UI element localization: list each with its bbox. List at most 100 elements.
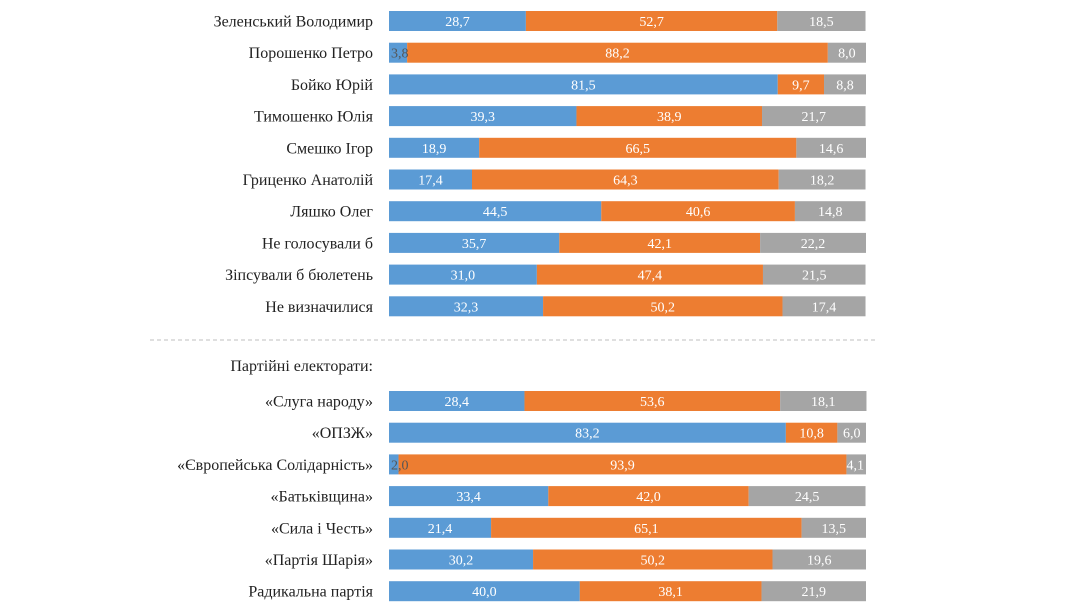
- bar-segment-series-1: [389, 232, 560, 253]
- bar-segment-series-1: [389, 42, 408, 63]
- bar-segment-series-1: [389, 581, 580, 602]
- bar-segment-series-1: [389, 74, 778, 95]
- bar-segment-series-1: [389, 106, 577, 127]
- bar-segment-series-3: [782, 296, 866, 317]
- data-label-series-3: 18,1: [811, 395, 836, 410]
- category-label: Порошенко Петро: [249, 45, 373, 62]
- bar-segment-series-3: [846, 454, 866, 475]
- bar-segment-series-1: [389, 296, 544, 317]
- bar-segment-series-1: [389, 517, 492, 538]
- data-label-series-2: 65,1: [634, 522, 659, 537]
- data-label-series-3: 22,2: [801, 237, 826, 252]
- bar-segment-series-2: [576, 106, 763, 127]
- bar-segment-series-2: [407, 42, 828, 63]
- bar-segment-series-2: [548, 486, 749, 507]
- data-label-series-3: 21,9: [802, 585, 827, 600]
- category-label: Зеленський Володимир: [214, 14, 373, 31]
- category-label: Радикальна партія: [248, 584, 373, 601]
- category-label: Тимошенко Юлія: [254, 109, 374, 126]
- category-label: «Партія Шарія»: [265, 552, 373, 569]
- data-label-series-2: 66,5: [626, 142, 651, 157]
- bar-segment-series-1: [389, 201, 602, 222]
- bar-segment-series-2: [524, 391, 781, 411]
- data-label-series-1: 21,4: [428, 522, 453, 537]
- data-label-series-2: 93,9: [610, 458, 635, 473]
- data-label-series-1: 33,4: [456, 490, 481, 505]
- data-label-series-2: 42,0: [636, 490, 661, 505]
- bar-segment-series-1: [389, 137, 480, 158]
- category-label: «Сила і Честь»: [271, 520, 373, 537]
- bar-segment-series-3: [796, 137, 866, 158]
- bar-segment-series-2: [491, 517, 802, 538]
- bar-segment-series-3: [748, 486, 866, 507]
- data-label-series-2: 88,2: [605, 47, 630, 62]
- category-label: «Європейська Солідарність»: [177, 457, 373, 474]
- data-label-series-1: 28,7: [445, 15, 470, 30]
- data-label-series-3: 13,5: [822, 522, 847, 537]
- data-label-series-1: 44,5: [483, 205, 508, 220]
- data-label-series-2: 38,1: [658, 585, 683, 600]
- category-label: Ляшко Олег: [290, 204, 373, 221]
- data-label-series-1: 32,3: [454, 300, 479, 315]
- category-label: Зіпсували б бюлетень: [225, 267, 373, 284]
- bar-segment-series-1: [389, 454, 399, 475]
- data-label-series-2: 40,6: [686, 205, 711, 220]
- data-label-series-3: 8,0: [838, 47, 856, 62]
- data-label-series-2: 64,3: [613, 174, 638, 189]
- category-label: «Батьківщина»: [271, 489, 373, 506]
- data-label-series-3: 21,5: [802, 269, 827, 284]
- data-label-series-1: 39,3: [470, 110, 495, 125]
- data-label-series-2: 10,8: [799, 427, 824, 442]
- bar-segment-series-1: [389, 391, 525, 411]
- data-label-series-1: 31,0: [451, 269, 476, 284]
- bar-segment-series-2: [601, 201, 795, 222]
- group-heading: Партійні електорати:: [230, 358, 373, 375]
- bar-segment-series-2: [559, 232, 761, 253]
- data-label-series-1: 81,5: [571, 78, 596, 93]
- category-label: Смешко Ігор: [286, 140, 373, 157]
- category-label: Бойко Юрій: [291, 77, 374, 94]
- data-label-series-2: 53,6: [640, 395, 665, 410]
- bar-segment-series-3: [780, 391, 867, 411]
- bar-segment-series-2: [536, 264, 763, 285]
- data-label-series-3: 18,2: [810, 174, 835, 189]
- bar-segment-series-3: [762, 264, 866, 285]
- category-label: «ОПЗЖ»: [312, 425, 373, 442]
- data-label-series-1: 40,0: [472, 585, 497, 600]
- data-label-series-3: 19,6: [807, 554, 832, 569]
- category-label: «Слуга народу»: [265, 394, 373, 411]
- data-label-series-3: 14,6: [819, 142, 844, 157]
- bar-segment-series-1: [389, 549, 534, 570]
- bar-segment-series-1: [389, 486, 549, 507]
- category-label: Гриценко Анатолій: [243, 172, 374, 189]
- data-label-series-3: 8,8: [836, 78, 854, 93]
- data-label-series-1: 35,7: [462, 237, 487, 252]
- bar-segment-series-1: [389, 264, 537, 285]
- bar-segment-series-2: [785, 422, 838, 443]
- bar-segment-series-3: [778, 169, 866, 190]
- data-label-series-2: 9,7: [792, 78, 810, 93]
- bar-segment-series-3: [837, 422, 866, 443]
- bar-segment-series-2: [777, 74, 825, 95]
- data-label-series-1: 83,2: [575, 427, 600, 442]
- data-label-series-2: 38,9: [657, 110, 682, 125]
- bar-segment-series-3: [760, 232, 866, 253]
- data-label-series-1: 2,0: [391, 458, 409, 473]
- data-label-series-1: 30,2: [449, 554, 474, 569]
- data-label-series-2: 52,7: [639, 15, 664, 30]
- bar-segment-series-3: [772, 549, 866, 570]
- bar-segment-series-2: [479, 137, 797, 158]
- data-label-series-2: 50,2: [641, 554, 666, 569]
- bar-segment-series-3: [761, 581, 866, 602]
- bar-segment-series-1: [389, 11, 526, 31]
- data-label-series-3: 14,8: [818, 205, 843, 220]
- data-label-series-3: 18,5: [809, 15, 834, 30]
- category-label: Не визначилися: [265, 299, 373, 316]
- data-label-series-3: 24,5: [795, 490, 820, 505]
- data-label-series-3: 17,4: [812, 300, 837, 315]
- bar-segment-series-2: [398, 454, 847, 475]
- data-label-series-2: 47,4: [638, 269, 663, 284]
- bar-segment-series-3: [762, 106, 866, 127]
- bar-segment-series-3: [827, 42, 866, 63]
